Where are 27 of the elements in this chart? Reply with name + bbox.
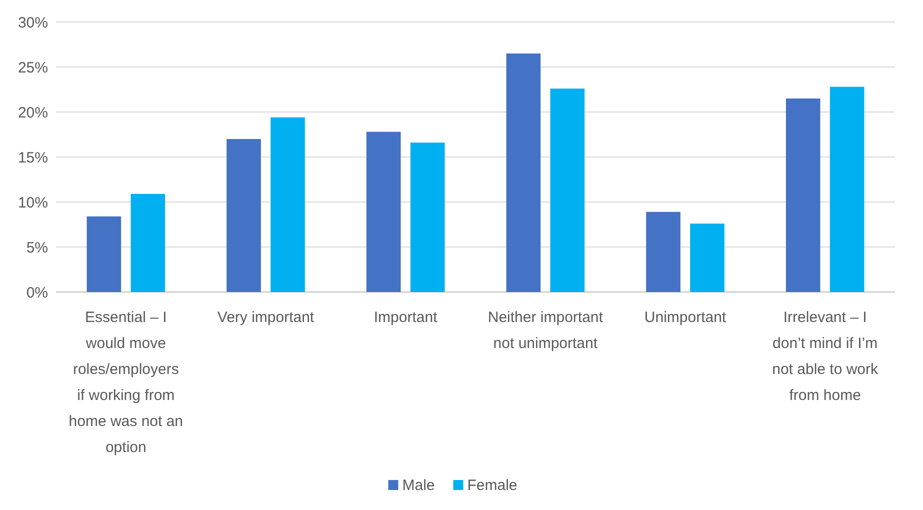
y-tick-label: 5% xyxy=(26,239,48,256)
y-tick-label: 10% xyxy=(18,194,48,212)
bar xyxy=(690,224,724,292)
bar xyxy=(86,216,122,292)
bar xyxy=(410,142,445,292)
bar xyxy=(646,212,680,292)
bar xyxy=(786,98,820,292)
bar xyxy=(270,117,305,292)
y-tick-label: 15% xyxy=(18,149,48,166)
y-tick-label: 30% xyxy=(18,14,48,32)
x-tick-label: Very important xyxy=(217,309,315,326)
y-tick-label: 0% xyxy=(26,284,48,302)
x-tick-label: Important xyxy=(374,309,438,326)
y-tick-label: 20% xyxy=(18,104,48,122)
legend-label: Male xyxy=(402,477,435,494)
bar xyxy=(130,194,166,292)
bar xyxy=(506,54,541,292)
legend-label: Female xyxy=(467,477,518,494)
x-tick-label: Unimportant xyxy=(644,309,727,326)
x-tick-label: Essential – I would move roles/employers if working from home was not an option xyxy=(68,309,184,456)
bar xyxy=(550,88,585,292)
x-tick-label: Irrelevant – I don’t mind if I’m not able to work from home xyxy=(772,309,879,404)
bar xyxy=(830,86,864,292)
x-tick-label: Neither important not unimportant xyxy=(488,309,604,352)
y-tick-label: 25% xyxy=(18,59,48,76)
bar xyxy=(226,139,261,292)
bar xyxy=(366,132,401,292)
